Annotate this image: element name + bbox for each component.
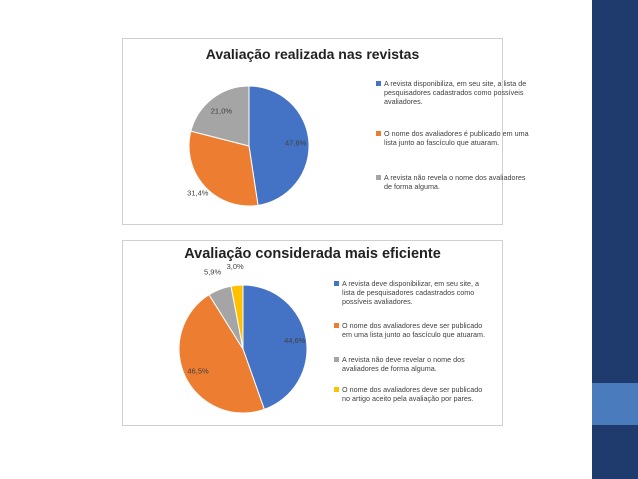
legend-label: O nome dos avaliadores deve ser publicad… xyxy=(342,321,486,339)
legend-swatch xyxy=(376,81,381,86)
slice-value-label: 44,6% xyxy=(284,336,306,345)
slice-value-label: 47,6% xyxy=(285,138,307,147)
legend-swatch xyxy=(334,323,339,328)
legend-swatch xyxy=(376,175,381,180)
pie-slice xyxy=(230,284,244,350)
pie-chart: 47,6% 31,4% 21,0% xyxy=(187,85,310,207)
legend-label: A revista não deve revelar o nome dos av… xyxy=(342,355,465,373)
chart-title: Avaliação realizada nas revistas xyxy=(205,46,420,62)
pie-slice xyxy=(190,85,250,147)
chart-title: Avaliação considerada mais eficiente xyxy=(184,246,441,262)
legend-label: O nome dos avaliadores deve ser publicad… xyxy=(342,385,483,403)
slide-accent-block xyxy=(592,383,638,425)
pie-slice xyxy=(248,85,310,206)
slice-value-label: 21,0% xyxy=(211,106,233,115)
pie-slice xyxy=(188,130,259,207)
chart-avaliacao-realizada: Avaliação realizada nas revistas 47,6% 31… xyxy=(122,38,529,225)
slice-value-label: 46,5% xyxy=(187,367,209,376)
legend-label: A revista deve disponibilizar, em seu si… xyxy=(342,279,480,306)
legend-swatch xyxy=(376,131,381,136)
legend-label: A revista disponibiliza, em seu site, a … xyxy=(384,79,527,106)
slice-value-label: 5,9% xyxy=(204,268,221,277)
legend-label: A revista não revela o nome dos avaliado… xyxy=(384,173,526,191)
legend-swatch xyxy=(334,281,339,286)
pie-chart: 44,6% 46,5% 5,9% 3,0% xyxy=(178,262,308,414)
legend-swatch xyxy=(334,357,339,362)
slice-value-label: 3,0% xyxy=(227,262,244,271)
chart-avaliacao-eficiente: Avaliação considerada mais eficiente 44,… xyxy=(122,240,503,426)
legend-swatch xyxy=(334,387,339,392)
pie-slice xyxy=(178,294,265,414)
pie-slice xyxy=(242,284,308,410)
legend-label: O nome dos avaliadores é publicado em um… xyxy=(384,129,529,147)
slice-value-label: 31,4% xyxy=(187,188,209,197)
